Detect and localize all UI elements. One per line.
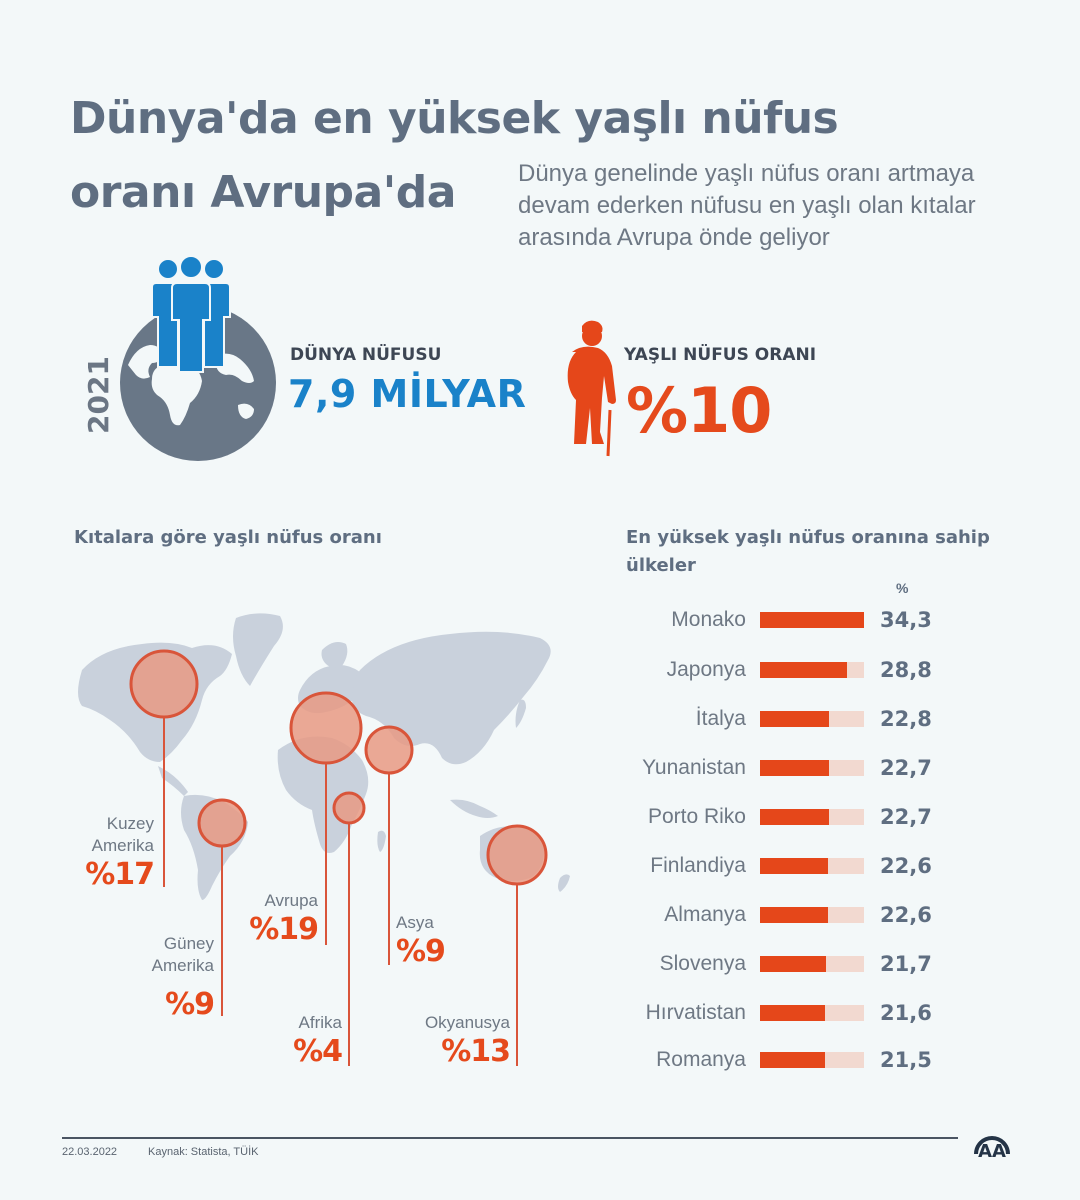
continent-value: %9 [165, 987, 215, 1022]
continent-label-africa: Afrika %4 [260, 1012, 343, 1070]
footer-source: Kaynak: Statista, TÜİK [148, 1146, 259, 1158]
bar-value: 22,8 [880, 707, 932, 731]
bar-track [760, 760, 864, 776]
title-line-1: Dünya'da en yüksek yaşlı nüfus [70, 93, 839, 144]
bar-row: Finlandiya 22,6 [600, 851, 980, 881]
continent-label-europe: Avrupa %19 [230, 890, 319, 948]
bars-section-title: En yüksek yaşlı nüfus oranına sahip ülke… [626, 527, 990, 576]
bar-value: 21,6 [880, 1001, 932, 1025]
elderly-person-with-cane-icon [560, 318, 630, 458]
aa-logo-icon: AA [972, 1124, 1012, 1162]
bar-value: 22,6 [880, 854, 932, 878]
continent-value: %4 [293, 1034, 343, 1069]
world-population-value: 7,9 MİLYAR [288, 372, 527, 416]
north-america-pin[interactable] [129, 649, 199, 719]
country-name: Finlandiya [650, 854, 746, 877]
title-line-2: oranı Avrupa'da [70, 167, 456, 218]
bar-fill [760, 760, 829, 776]
continent-value: %9 [396, 934, 446, 969]
svg-text:AA: AA [978, 1141, 1006, 1160]
country-name: Slovenya [659, 952, 746, 975]
bar-fill [760, 956, 826, 972]
continent-value: %13 [441, 1034, 511, 1069]
bar-fill [760, 907, 828, 923]
bar-track [760, 858, 864, 874]
bar-track [760, 1005, 864, 1021]
bar-row: Hırvatistan 21,6 [600, 998, 980, 1028]
bar-fill [760, 1052, 825, 1068]
continent-label-north-america: Kuzey Amerika %17 [60, 813, 155, 893]
bar-row: Porto Riko 22,7 [600, 802, 980, 832]
globe-icon [120, 255, 276, 461]
bar-value: 22,7 [880, 805, 932, 829]
page-title: Dünya'da en yüksek yaşlı nüfus oranı Avr… [70, 82, 839, 230]
unit-label: % [896, 580, 909, 596]
bar-row: Japonya 28,8 [600, 655, 980, 685]
country-name: Japonya [666, 658, 746, 681]
bar-row: Yunanistan 22,7 [600, 753, 980, 783]
bar-value: 21,7 [880, 952, 932, 976]
oceania-pin[interactable] [486, 824, 548, 886]
map-pins [129, 649, 548, 1066]
footer-date: 22.03.2022 [62, 1146, 118, 1158]
country-name: Almanya [664, 903, 746, 926]
bar-track [760, 711, 864, 727]
bar-value: 22,7 [880, 756, 932, 780]
bar-value: 22,6 [880, 903, 932, 927]
footer-divider [62, 1137, 958, 1139]
continent-value: %17 [85, 857, 155, 892]
country-name: Romanya [656, 1048, 746, 1071]
bar-row: İtalya 22,8 [600, 704, 980, 734]
country-name: İtalya [695, 707, 746, 730]
south-america-pin[interactable] [197, 798, 247, 848]
bar-row: Slovenya 21,7 [600, 949, 980, 979]
continent-label-south-america: Güney Amerika %9 [110, 933, 215, 1023]
country-name: Porto Riko [647, 805, 746, 828]
bar-fill [760, 1005, 825, 1021]
bar-track [760, 662, 864, 678]
bar-track [760, 809, 864, 825]
bar-row: Almanya 22,6 [600, 900, 980, 930]
country-name: Hırvatistan [645, 1001, 746, 1024]
elderly-ratio-value: %10 [626, 374, 772, 447]
country-name: Monako [671, 608, 746, 631]
country-name: Yunanistan [642, 756, 746, 779]
bar-value: 21,5 [880, 1048, 932, 1072]
bar-track [760, 956, 864, 972]
bar-track [760, 612, 864, 628]
page-subtitle: Dünya genelinde yaşlı nüfus oranı artmay… [518, 160, 976, 251]
map-section-title: Kıtalara göre yaşlı nüfus oranı [74, 527, 382, 548]
world-population-label: DÜNYA NÜFUSU [290, 345, 442, 365]
bar-row: Monako 34,3 [600, 605, 980, 635]
continent-label-asia: Asya %9 [396, 912, 476, 970]
continent-label-oceania: Okyanusya %13 [400, 1012, 511, 1070]
continent-value: %19 [249, 912, 319, 947]
bar-value: 28,8 [880, 658, 932, 682]
globe-with-people [118, 255, 278, 465]
people-group-icon [151, 255, 231, 373]
bar-row: Romanya 21,5 [600, 1045, 980, 1075]
bar-track [760, 1052, 864, 1068]
asia-pin[interactable] [364, 725, 414, 775]
europe-pin[interactable] [289, 691, 363, 765]
bar-fill [760, 612, 864, 628]
bar-fill [760, 662, 847, 678]
bar-fill [760, 809, 829, 825]
africa-pin[interactable] [332, 791, 366, 825]
bar-fill [760, 711, 829, 727]
bar-fill [760, 858, 828, 874]
bar-track [760, 907, 864, 923]
elderly-ratio-label: YAŞLI NÜFUS ORANI [624, 345, 817, 365]
bar-value: 34,3 [880, 608, 932, 632]
